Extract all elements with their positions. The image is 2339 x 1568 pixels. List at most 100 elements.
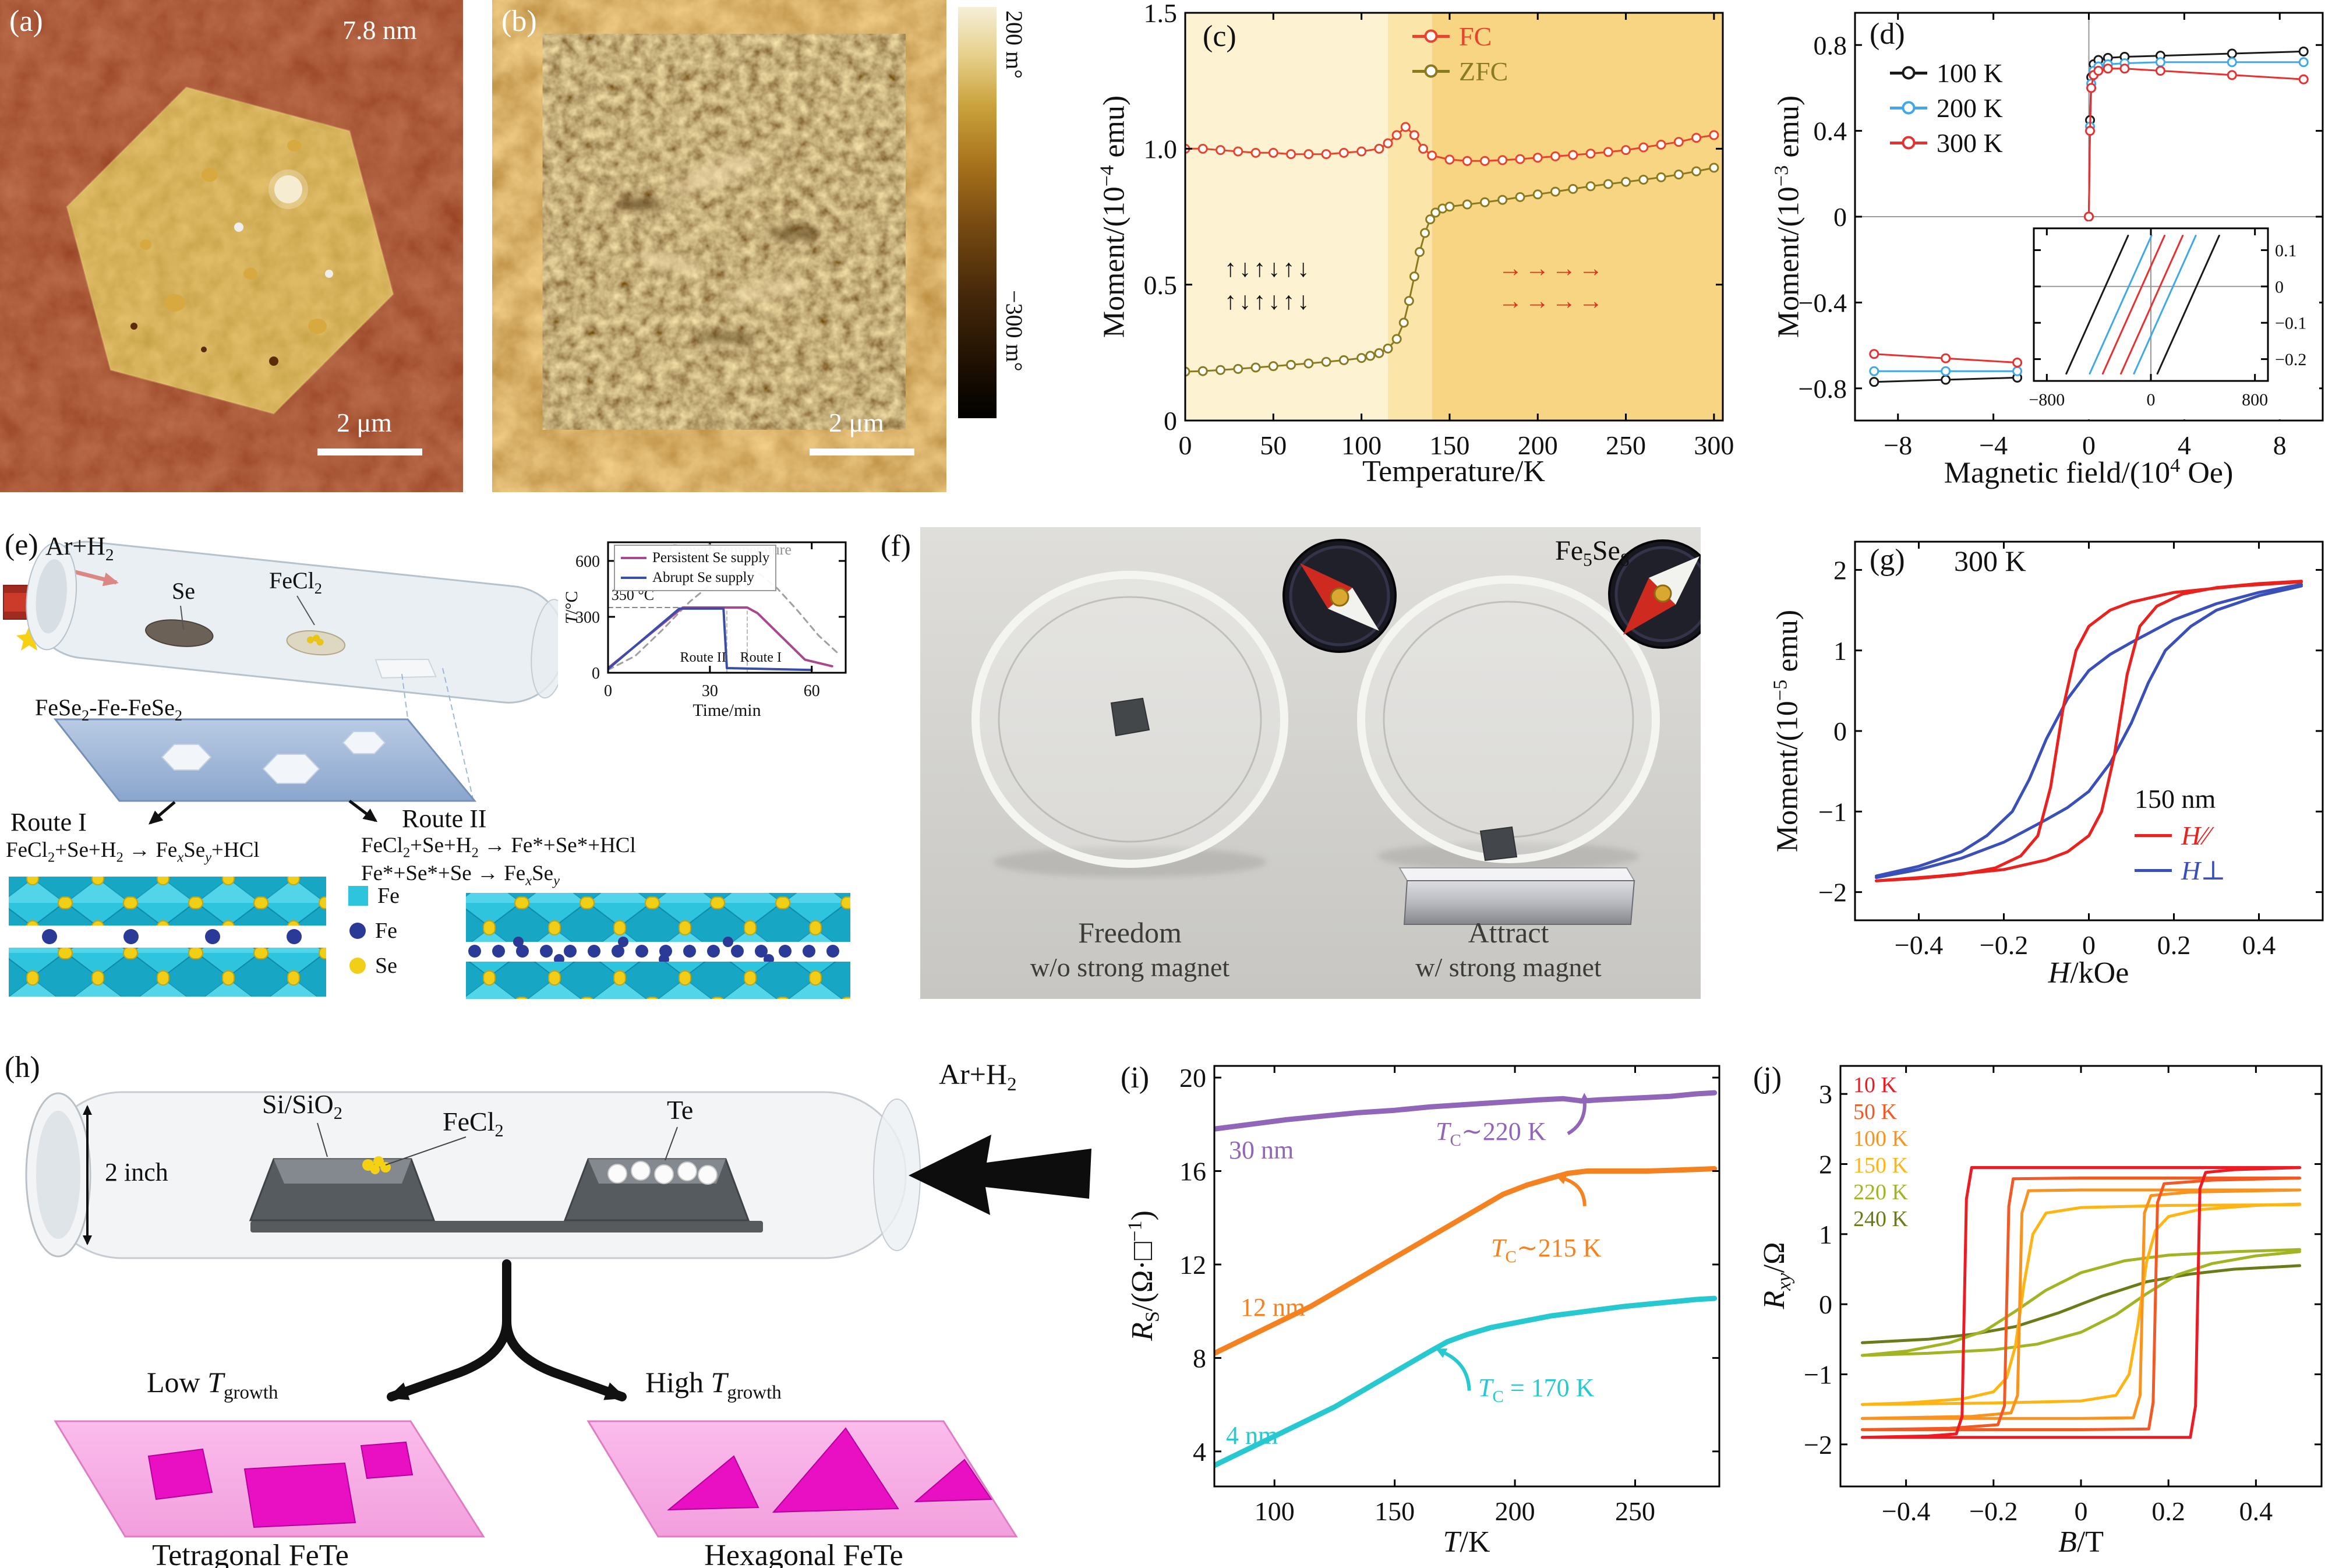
high-temperature-label: High Tgrowth xyxy=(645,1366,782,1403)
svg-text:−0.4: −0.4 xyxy=(1799,288,1847,317)
se-powder-boat xyxy=(145,619,214,647)
se-atom-swatch xyxy=(349,958,366,974)
svg-text:−0.2: −0.2 xyxy=(1980,930,2028,960)
svg-text:150: 150 xyxy=(1375,1496,1415,1526)
branch-arrow-left xyxy=(387,1259,511,1401)
svg-text:−800: −800 xyxy=(2029,390,2065,409)
legend-g: 150 nm H∕∕ H⊥ xyxy=(2135,783,2226,888)
legend-150K: 150 K xyxy=(1853,1153,1908,1178)
needle-white xyxy=(1649,556,1700,605)
thickness-4nm-label: 4 nm xyxy=(1226,1421,1278,1450)
route2-equation-2: Fe*+Se*+Se → FexSey xyxy=(361,861,560,889)
svg-text:0: 0 xyxy=(1819,1290,1832,1319)
substrate-with-flakes xyxy=(53,718,477,802)
svg-text:0: 0 xyxy=(2082,430,2096,460)
legend-se: Se xyxy=(349,953,397,979)
te-label: Te xyxy=(667,1095,694,1125)
hpar-swatch xyxy=(2135,834,2172,837)
substrate-label: FeSe2-Fe-FeSe2 xyxy=(35,694,183,724)
j-xlabel: B/T xyxy=(2058,1525,2104,1559)
substrate-in-tube xyxy=(374,659,437,679)
panel-d: −8 −4 0 4 8 −0.8 −0.4 0 0.4 0.8 (d) 100 K 200 K 3… xyxy=(1759,0,2339,501)
panel-label-d: (d) xyxy=(1870,17,1905,51)
se-label: Se xyxy=(172,578,195,604)
svg-text:−4: −4 xyxy=(1979,430,2008,460)
te-boat xyxy=(563,1158,750,1221)
se-atom-label: Se xyxy=(375,953,397,978)
zfc-label: ZFC xyxy=(1459,56,1508,86)
d-inset: −800 0 800 −0.2 −0.1 0 0.1 xyxy=(2022,221,2319,419)
fecl2-label: FeCl2 xyxy=(443,1107,504,1141)
svg-text:60: 60 xyxy=(804,682,820,700)
svg-text:−0.2: −0.2 xyxy=(1969,1496,2018,1526)
swatch-100K xyxy=(1890,66,1927,80)
colorbar-max-label: 200 m° xyxy=(1001,10,1027,79)
svg-text:−0.4: −0.4 xyxy=(1882,1496,1930,1526)
d-xlabel: Magnetic field/(104 Oe) xyxy=(1944,454,2234,490)
svg-text:−8: −8 xyxy=(1884,430,1912,460)
svg-text:0: 0 xyxy=(1179,430,1192,460)
svg-text:250: 250 xyxy=(1615,1496,1655,1526)
swatch-300K xyxy=(1890,136,1927,150)
svg-text:→→→→: →→→→ xyxy=(1498,288,1605,315)
panel-label-c: (c) xyxy=(1203,20,1236,53)
caption-tetragonal: Tetragonal FeTe xyxy=(152,1539,349,1568)
panel-i: 100 150 200 250 4 8 12 16 20 (i) 30 nm 12 nm 4 n… xyxy=(1118,1048,1736,1568)
route1-equation: FeCl2+Se+H2 → FexSey+HCl xyxy=(6,838,260,866)
legend-fe-light: Fe xyxy=(348,884,400,909)
tetragonal-flake xyxy=(360,1441,414,1479)
hexagonal-substrate xyxy=(586,1420,1018,1538)
j-ylabel: Rxy/Ω xyxy=(1757,1242,1796,1309)
afm-image xyxy=(0,0,463,492)
svg-text:↑↓↑↓↑↓: ↑↓↑↓↑↓ xyxy=(1224,288,1312,315)
svg-text:1.0: 1.0 xyxy=(1144,134,1178,164)
route2-arrow xyxy=(348,800,378,822)
svg-text:4: 4 xyxy=(1193,1437,1206,1467)
panel-label-i: (i) xyxy=(1121,1061,1150,1094)
sparkle-icon xyxy=(16,626,42,651)
legend-item-200K: 200 K xyxy=(1890,90,2003,125)
svg-text:1: 1 xyxy=(1819,1220,1832,1249)
hex-flake xyxy=(262,754,320,784)
g-xlabel: H/kOe xyxy=(2048,956,2129,990)
substrate-label: Si/SiO2 xyxy=(262,1089,342,1124)
colorbar-min-label: −300 m° xyxy=(1001,290,1027,372)
caption-hexagonal: Hexagonal FeTe xyxy=(704,1539,903,1568)
svg-text:1: 1 xyxy=(1833,636,1847,666)
svg-text:−2: −2 xyxy=(1818,878,1847,907)
gas-label: Ar+H2 xyxy=(939,1058,1017,1095)
svg-text:0.4: 0.4 xyxy=(2242,930,2276,960)
caption-freedom: Freedom xyxy=(1078,916,1182,949)
svg-text:8: 8 xyxy=(1193,1343,1206,1373)
svg-text:250: 250 xyxy=(1606,430,1646,460)
triangular-flake xyxy=(667,1455,759,1511)
svg-text:1.5: 1.5 xyxy=(1144,0,1178,28)
route1-title: Route I xyxy=(10,808,87,836)
svg-text:100: 100 xyxy=(1341,430,1382,460)
scale-bar xyxy=(810,448,914,455)
fe-octahedra-label: Fe xyxy=(377,884,400,908)
fecl2-powder-boat xyxy=(286,630,346,656)
branch-arrow-right xyxy=(502,1316,627,1401)
tetragonal-flake xyxy=(243,1462,356,1528)
svg-text:200: 200 xyxy=(1495,1496,1535,1526)
svg-text:150: 150 xyxy=(1429,430,1469,460)
legend-240K: 240 K xyxy=(1853,1207,1908,1231)
hex-flake xyxy=(161,744,212,771)
svg-text:0.4: 0.4 xyxy=(1814,116,1847,146)
e-inset-legend: Persistent Se supply Abrupt Se supply xyxy=(614,545,777,591)
hperp-label: H⊥ xyxy=(2181,856,2226,885)
compass-left xyxy=(1282,539,1397,653)
svg-text:3: 3 xyxy=(1819,1079,1832,1109)
d-ylabel: Moment/(10−3 emu) xyxy=(1770,95,1806,338)
panel-c: 0 50 100 150 200 250 300 0 0.5 1.0 1.5 ↑↓↑↓↑↓ ↑↓↑↓↑↓… xyxy=(1083,0,1736,501)
temperature-label: 300 K xyxy=(1954,545,2026,577)
legend-c: FC ZFC xyxy=(1412,19,1508,89)
abrupt-swatch xyxy=(621,577,646,579)
svg-text:−0.1: −0.1 xyxy=(2275,314,2306,333)
thickness-label: 150 nm xyxy=(2135,784,2216,814)
compass-right xyxy=(1608,539,1701,649)
svg-text:0.4: 0.4 xyxy=(2239,1496,2273,1526)
mfm-image xyxy=(492,0,946,492)
svg-text:0.1: 0.1 xyxy=(2275,241,2297,260)
